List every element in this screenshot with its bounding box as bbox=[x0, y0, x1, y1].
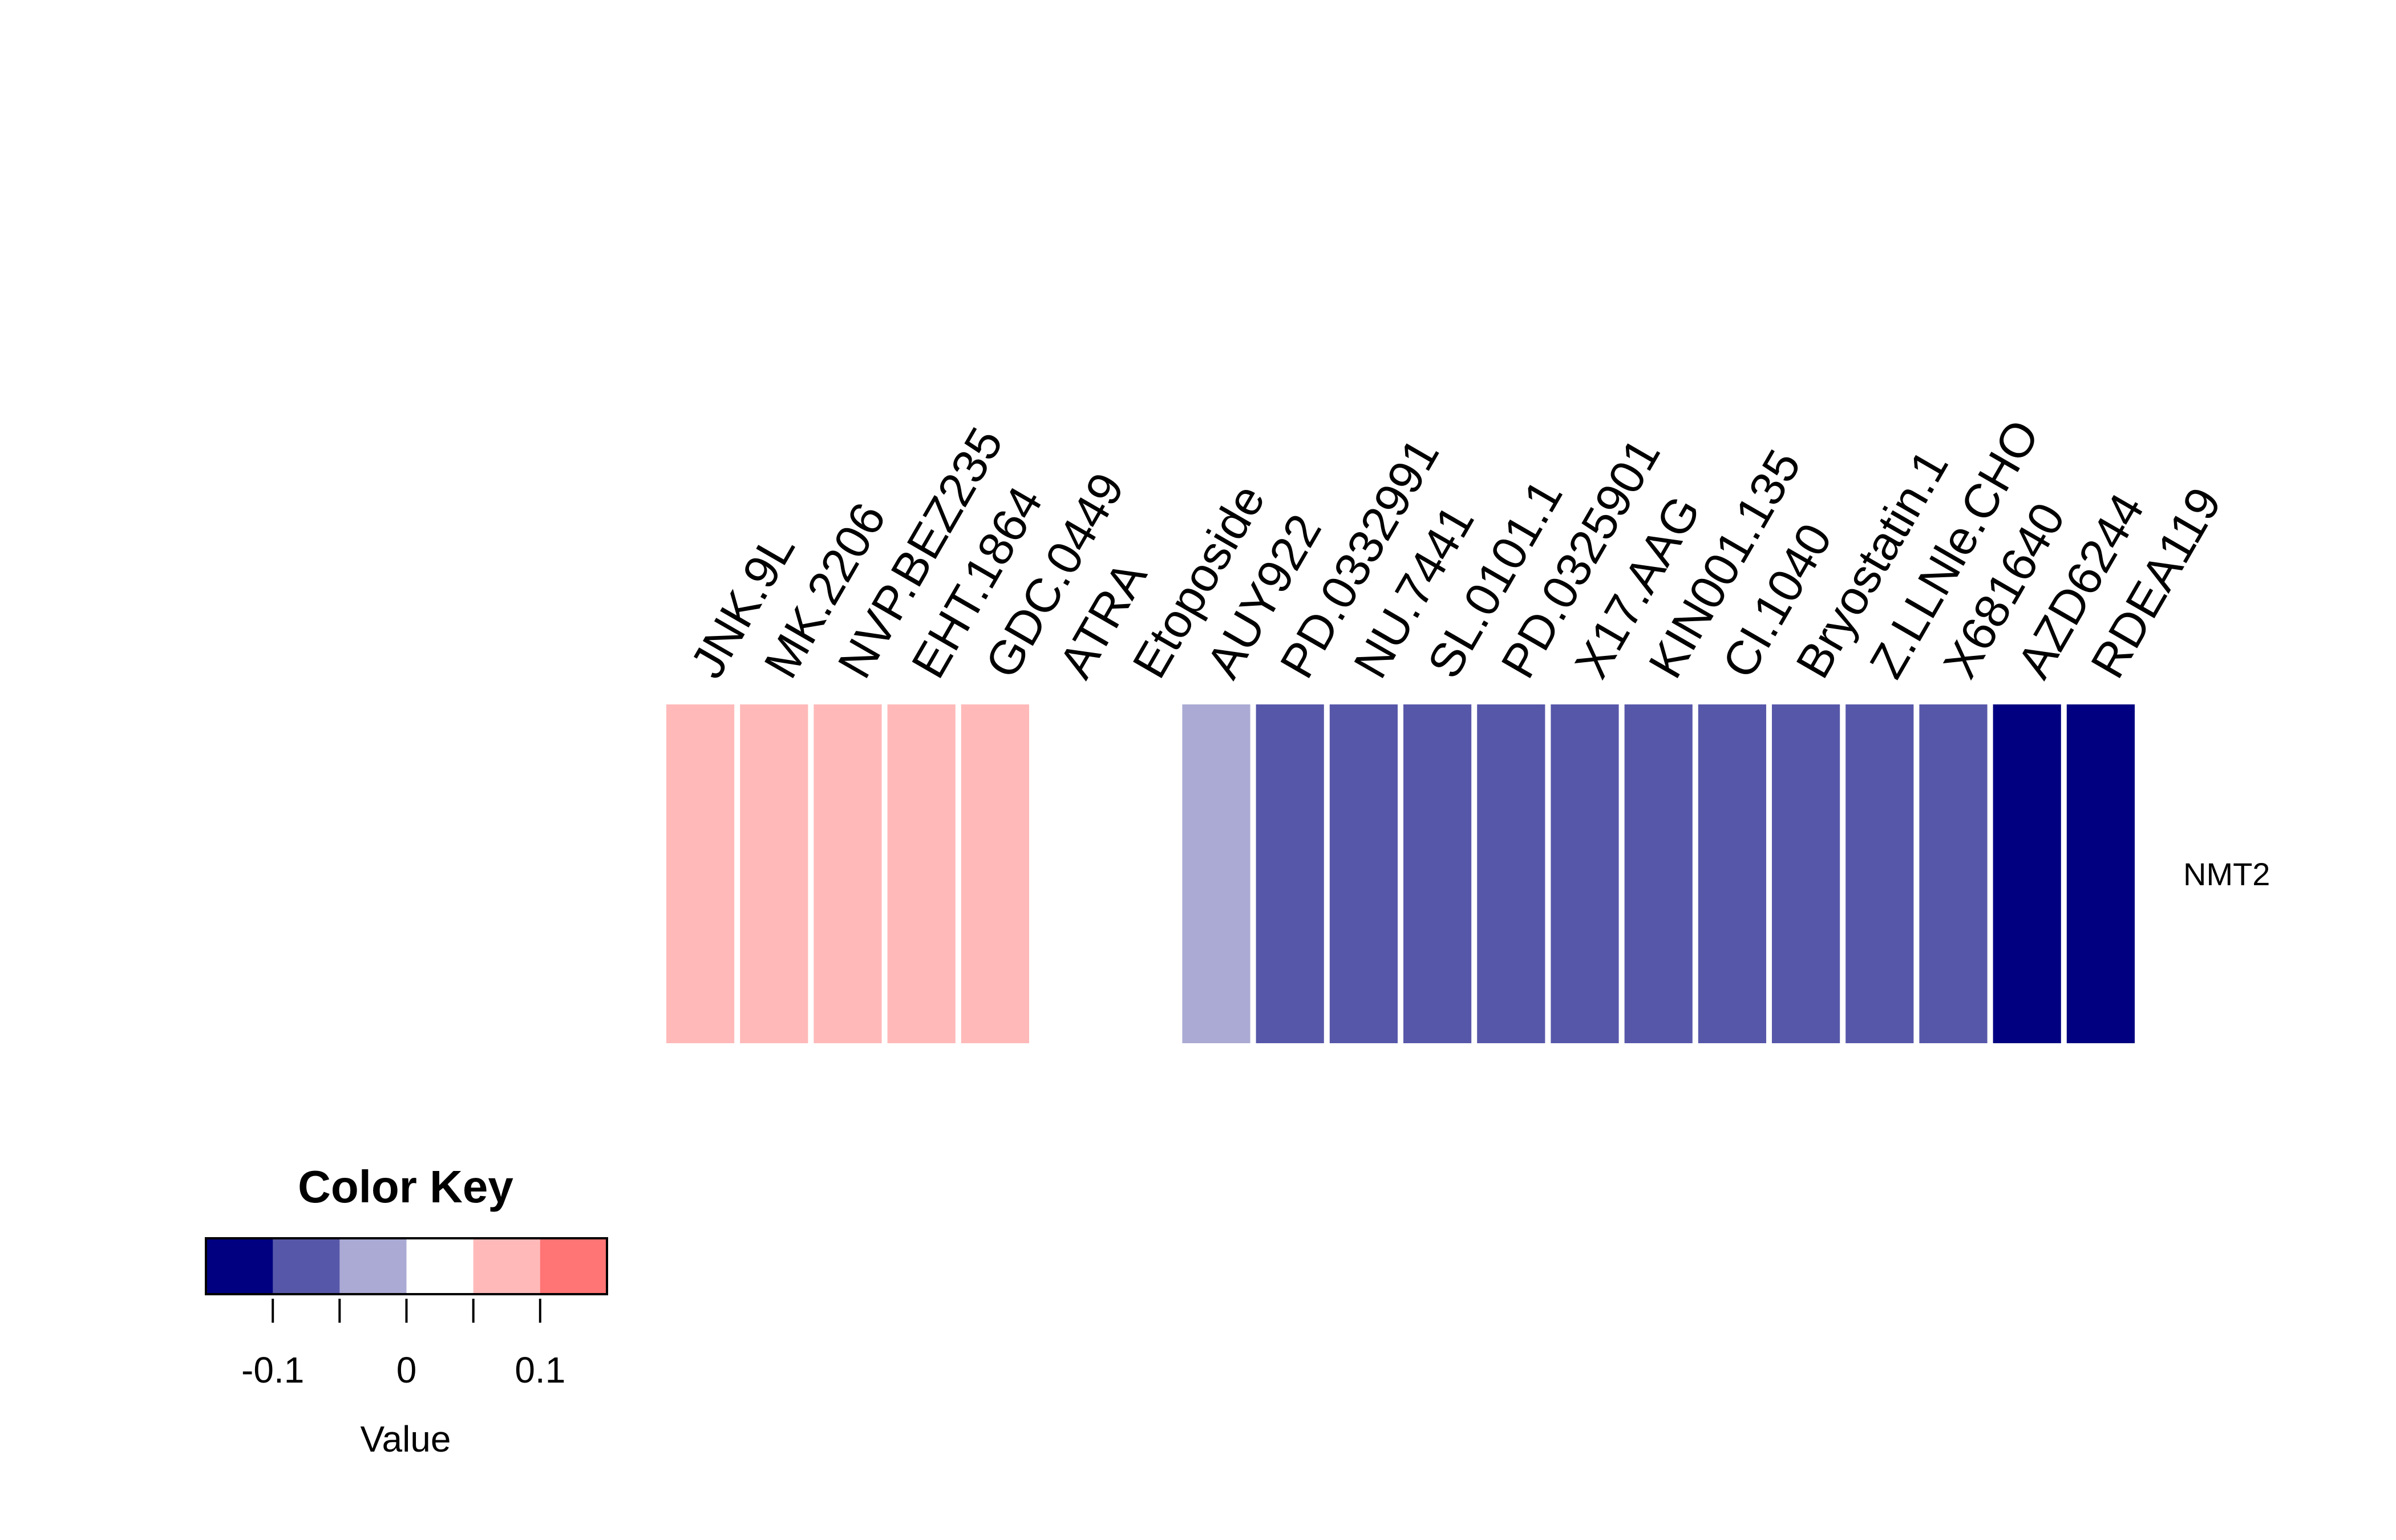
row-labels: NMT2 bbox=[2183, 856, 2270, 892]
heatmap-cell bbox=[1256, 704, 1324, 1043]
color-key-frame bbox=[205, 1237, 608, 1295]
row-label: NMT2 bbox=[2183, 856, 2270, 892]
heatmap-grid bbox=[666, 704, 2135, 1043]
color-key-swatch bbox=[406, 1238, 474, 1294]
heatmap-cell bbox=[887, 704, 956, 1043]
color-key-swatch bbox=[540, 1238, 608, 1294]
heatmap-cell bbox=[1477, 704, 1545, 1043]
heatmap-cell bbox=[1919, 704, 1988, 1043]
heatmap-cell bbox=[1182, 704, 1250, 1043]
heatmap-cell bbox=[1845, 704, 1914, 1043]
heatmap-cell bbox=[1624, 704, 1693, 1043]
heatmap-cell bbox=[2066, 704, 2135, 1043]
heatmap-cell bbox=[961, 704, 1029, 1043]
color-key-swatch bbox=[473, 1238, 541, 1294]
heatmap-cell bbox=[1329, 704, 1398, 1043]
column-labels: JNK.9LMK.2206NVP.BEZ235EHT.1864GDC.0449A… bbox=[680, 411, 2232, 687]
color-key-axis: -0.1 0 0.1 bbox=[241, 1299, 565, 1391]
heatmap-cell bbox=[813, 704, 882, 1043]
color-key-swatch bbox=[273, 1238, 340, 1294]
color-key: Color Key -0.1 0 0.1 Value bbox=[205, 1161, 608, 1460]
color-key-swatch bbox=[206, 1238, 273, 1294]
color-key-bar bbox=[206, 1238, 608, 1294]
heatmap-cell bbox=[1403, 704, 1472, 1043]
color-key-tick-label: -0.1 bbox=[241, 1349, 304, 1391]
heatmap-cell bbox=[1108, 704, 1177, 1043]
heatmap-cell bbox=[1993, 704, 2061, 1043]
heatmap-cell bbox=[740, 704, 808, 1043]
heatmap-cell bbox=[1551, 704, 1619, 1043]
heatmap-cell bbox=[666, 704, 735, 1043]
heatmap-cell bbox=[1772, 704, 1840, 1043]
color-key-swatch bbox=[339, 1238, 407, 1294]
heatmap-cell bbox=[1698, 704, 1766, 1043]
color-key-axis-label: Value bbox=[361, 1419, 451, 1460]
color-key-title: Color Key bbox=[298, 1161, 513, 1212]
color-key-tick-label: 0.1 bbox=[515, 1349, 565, 1391]
heatmap-cell bbox=[1035, 704, 1103, 1043]
color-key-tick-label: 0 bbox=[396, 1349, 417, 1391]
